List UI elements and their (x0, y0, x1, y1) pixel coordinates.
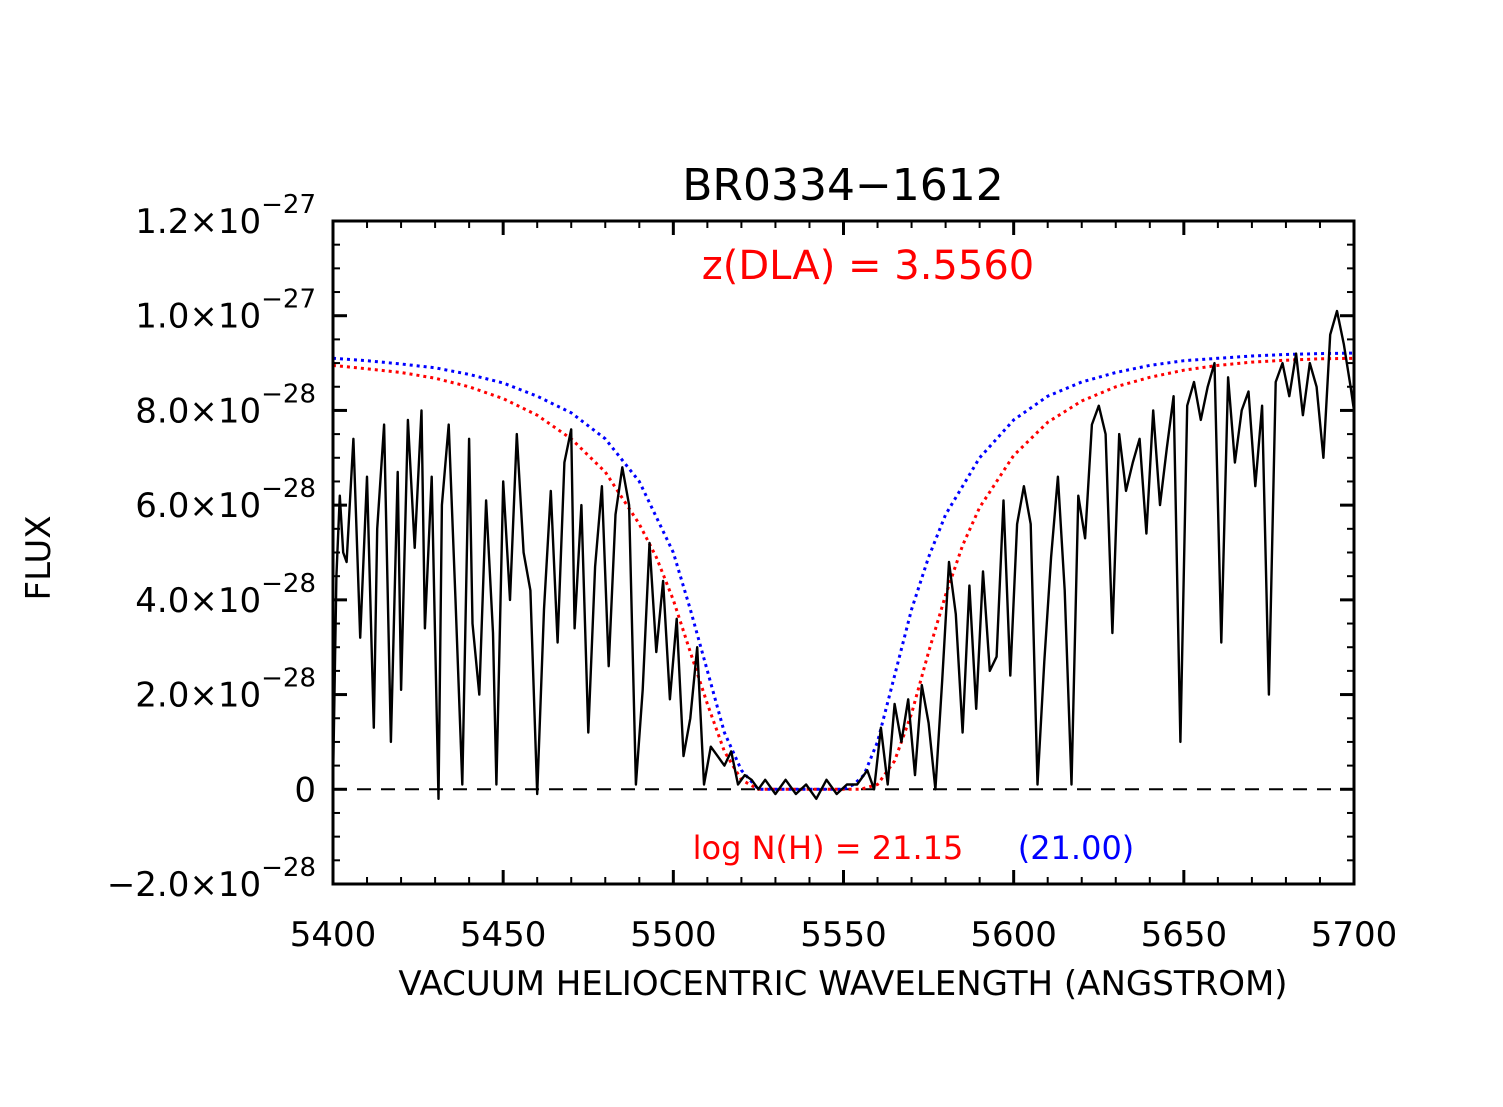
y-tick-label: 4.0×10−28 (135, 569, 316, 621)
x-tick-label: 5650 (1141, 915, 1228, 955)
y-tick-label: 0 (294, 770, 316, 810)
x-axis: 5400 5450 5500 5550 5600 5650 5700 (290, 221, 1398, 955)
x-tick-label: 5400 (290, 915, 377, 955)
y-tick-label: 8.0×10−28 (135, 379, 316, 431)
y-tick-label: 1.0×10−27 (135, 285, 316, 337)
x-axis-label: VACUUM HELIOCENTRIC WAVELENGTH (ANGSTROM… (398, 964, 1287, 1004)
x-tick-label: 5550 (800, 915, 887, 955)
y-tick-label: −2.0×10−28 (107, 853, 316, 905)
z-dla-annotation: z(DLA) = 3.5560 (702, 243, 1034, 289)
x-tick-label: 5450 (460, 915, 547, 955)
log-nh-annotation: log N(H) = 21.15 (693, 829, 964, 867)
x-tick-label: 5600 (970, 915, 1057, 955)
chart-title: BR0334−1612 (682, 160, 1004, 211)
spectrum-line (333, 309, 1354, 800)
y-tick-label: 2.0×10−28 (135, 664, 316, 716)
y-tick-label: 1.2×10−27 (135, 190, 316, 242)
x-tick-label: 5700 (1311, 915, 1398, 955)
y-tick-label: 6.0×10−28 (135, 474, 316, 526)
y-axis-label: FLUX (19, 516, 59, 601)
plot-frame (331, 219, 1356, 886)
y-axis: −2.0×10−28 0 2.0×10−28 4.0×10−28 6.0×10−28 8.… (107, 190, 1354, 905)
log-nh-alt-annotation: (21.00) (1018, 829, 1135, 867)
x-tick-label: 5500 (630, 915, 717, 955)
plot-area (333, 309, 1354, 800)
fit-curve-primary (333, 356, 1354, 791)
